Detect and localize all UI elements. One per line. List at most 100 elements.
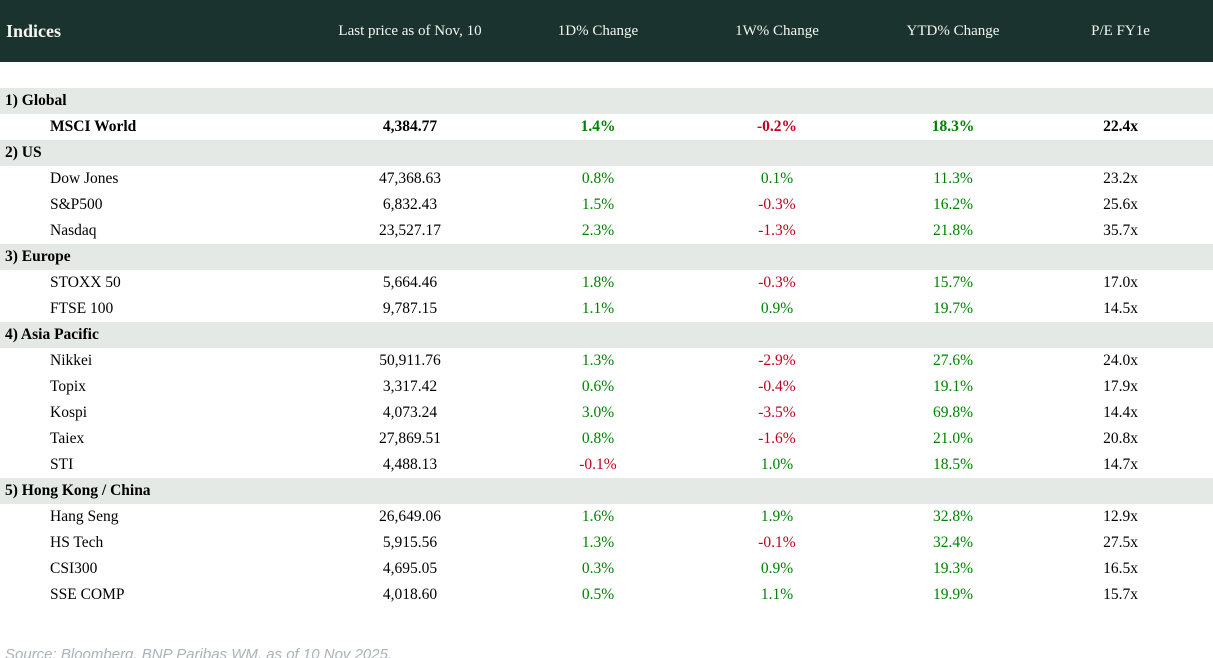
change-ytd-cell: 19.3% xyxy=(932,560,974,577)
section-label: 3) Europe xyxy=(0,244,1213,270)
change-1w-cell: -1.6% xyxy=(758,430,796,447)
table-row: Taiex 27,869.51 0.8% -1.6% 21.0% 20.8x xyxy=(0,426,1213,452)
table-row: Nasdaq 23,527.17 2.3% -1.3% 21.8% 35.7x xyxy=(0,218,1213,244)
table-row: FTSE 100 9,787.15 1.1% 0.9% 19.7% 14.5x xyxy=(0,296,1213,322)
table-row: Dow Jones 47,368.63 0.8% 0.1% 11.3% 23.2x xyxy=(0,166,1213,192)
change-ytd-cell: 32.8% xyxy=(932,508,974,525)
pe-cell: 17.9x xyxy=(1103,378,1138,395)
change-ytd-cell: 18.5% xyxy=(932,456,974,473)
index-name-cell: Dow Jones xyxy=(50,170,119,187)
change-1d-cell: 1.3% xyxy=(581,352,615,369)
change-1d-cell: 0.8% xyxy=(581,170,615,187)
change-1w-cell: 0.1% xyxy=(760,170,794,187)
pe-cell: 27.5x xyxy=(1103,534,1138,551)
change-1w-cell: -3.5% xyxy=(758,404,796,421)
change-ytd-cell: 19.1% xyxy=(932,378,974,395)
index-name-cell: STI xyxy=(50,456,74,473)
change-1d-cell: 0.6% xyxy=(581,378,615,395)
change-ytd-cell: 19.7% xyxy=(932,300,974,317)
change-1d-cell: 1.6% xyxy=(581,508,615,525)
index-name-cell: Taiex xyxy=(50,430,85,447)
pe-cell: 24.0x xyxy=(1103,352,1138,369)
section-label: 2) US xyxy=(0,140,1213,166)
column-header-pe: P/E FY1e xyxy=(1028,0,1213,62)
change-1d-cell: 3.0% xyxy=(581,404,615,421)
last-price-cell: 26,649.06 xyxy=(379,508,441,525)
change-1w-cell: -1.3% xyxy=(758,222,796,239)
change-ytd-cell: 32.4% xyxy=(932,534,974,551)
change-ytd-cell: 18.3% xyxy=(931,118,975,135)
change-1w-cell: -2.9% xyxy=(758,352,796,369)
pe-cell: 35.7x xyxy=(1103,222,1138,239)
index-name-cell: FTSE 100 xyxy=(50,300,114,317)
table-row: HS Tech 5,915.56 1.3% -0.1% 32.4% 27.5x xyxy=(0,530,1213,556)
change-1w-cell: 1.0% xyxy=(760,456,794,473)
index-name-cell: CSI300 xyxy=(50,560,98,577)
change-1d-cell: 1.5% xyxy=(581,196,615,213)
column-header-indices: Indices xyxy=(0,0,300,62)
change-1d-cell: 1.4% xyxy=(580,118,616,135)
section-header-row: 4) Asia Pacific xyxy=(0,322,1213,348)
table-row: MSCI World 4,384.77 1.4% -0.2% 18.3% 22.4x xyxy=(0,114,1213,140)
last-price-cell: 6,832.43 xyxy=(382,196,438,213)
last-price-cell: 4,073.24 xyxy=(382,404,438,421)
column-header-last-price-label: Last price as of Nov, 10 xyxy=(338,22,482,39)
index-name-cell: MSCI World xyxy=(50,118,137,135)
change-1w-cell: 1.9% xyxy=(760,508,794,525)
last-price-cell: 50,911.76 xyxy=(379,352,441,369)
last-price-cell: 5,664.46 xyxy=(382,274,438,291)
pe-cell: 17.0x xyxy=(1103,274,1138,291)
table-row: STOXX 50 5,664.46 1.8% -0.3% 15.7% 17.0x xyxy=(0,270,1213,296)
change-1w-cell: 1.1% xyxy=(760,586,794,603)
change-1w-cell: -0.2% xyxy=(756,118,798,135)
column-header-last-price: Last price as of Nov, 10 xyxy=(300,0,520,62)
header-gap xyxy=(0,62,1213,88)
pe-cell: 14.5x xyxy=(1103,300,1138,317)
pe-cell: 14.7x xyxy=(1103,456,1138,473)
index-name-cell: Kospi xyxy=(50,404,88,421)
last-price-cell: 4,384.77 xyxy=(382,118,438,135)
change-ytd-cell: 27.6% xyxy=(932,352,974,369)
table-row: Nikkei 50,911.76 1.3% -2.9% 27.6% 24.0x xyxy=(0,348,1213,374)
change-ytd-cell: 19.9% xyxy=(932,586,974,603)
table-row: S&P500 6,832.43 1.5% -0.3% 16.2% 25.6x xyxy=(0,192,1213,218)
pe-cell: 22.4x xyxy=(1103,118,1138,135)
change-1w-cell: -0.3% xyxy=(758,196,796,213)
index-name-cell: SSE COMP xyxy=(50,586,125,603)
change-1d-cell: 0.5% xyxy=(581,586,615,603)
last-price-cell: 3,317.42 xyxy=(382,378,438,395)
change-ytd-cell: 21.0% xyxy=(932,430,974,447)
last-price-cell: 5,915.56 xyxy=(382,534,438,551)
change-1d-cell: 1.1% xyxy=(581,300,615,317)
table-row: CSI300 4,695.05 0.3% 0.9% 19.3% 16.5x xyxy=(0,556,1213,582)
index-name-cell: STOXX 50 xyxy=(50,274,121,291)
table-row: Hang Seng 26,649.06 1.6% 1.9% 32.8% 12.9x xyxy=(0,504,1213,530)
section-header-row: 2) US xyxy=(0,140,1213,166)
section-header-row: 1) Global xyxy=(0,88,1213,114)
change-1w-cell: 0.9% xyxy=(760,300,794,317)
change-ytd-cell: 16.2% xyxy=(932,196,974,213)
pe-cell: 14.4x xyxy=(1103,404,1138,421)
table-row: Kospi 4,073.24 3.0% -3.5% 69.8% 14.4x xyxy=(0,400,1213,426)
change-1d-cell: 1.3% xyxy=(581,534,615,551)
change-ytd-cell: 21.8% xyxy=(932,222,974,239)
index-name-cell: S&P500 xyxy=(50,196,103,213)
source-note: Source: Bloomberg, BNP Paribas WM, as of… xyxy=(5,646,393,658)
table-row: Topix 3,317.42 0.6% -0.4% 19.1% 17.9x xyxy=(0,374,1213,400)
change-1w-cell: -0.4% xyxy=(758,378,796,395)
pe-cell: 12.9x xyxy=(1103,508,1138,525)
column-header-ytd-change: YTD% Change xyxy=(878,0,1028,62)
column-header-1w-change: 1W% Change xyxy=(676,0,878,62)
last-price-cell: 4,695.05 xyxy=(382,560,438,577)
change-1d-cell: 2.3% xyxy=(581,222,615,239)
change-1d-cell: -0.1% xyxy=(579,456,617,473)
pe-cell: 15.7x xyxy=(1103,586,1138,603)
last-price-cell: 4,488.13 xyxy=(382,456,438,473)
last-price-cell: 4,018.60 xyxy=(382,586,438,603)
indices-table: Indices Last price as of Nov, 10 1D% Cha… xyxy=(0,0,1213,603)
index-name-cell: Nikkei xyxy=(50,352,93,369)
change-ytd-cell: 69.8% xyxy=(932,404,974,421)
last-price-cell: 23,527.17 xyxy=(379,222,441,239)
change-ytd-cell: 15.7% xyxy=(932,274,974,291)
